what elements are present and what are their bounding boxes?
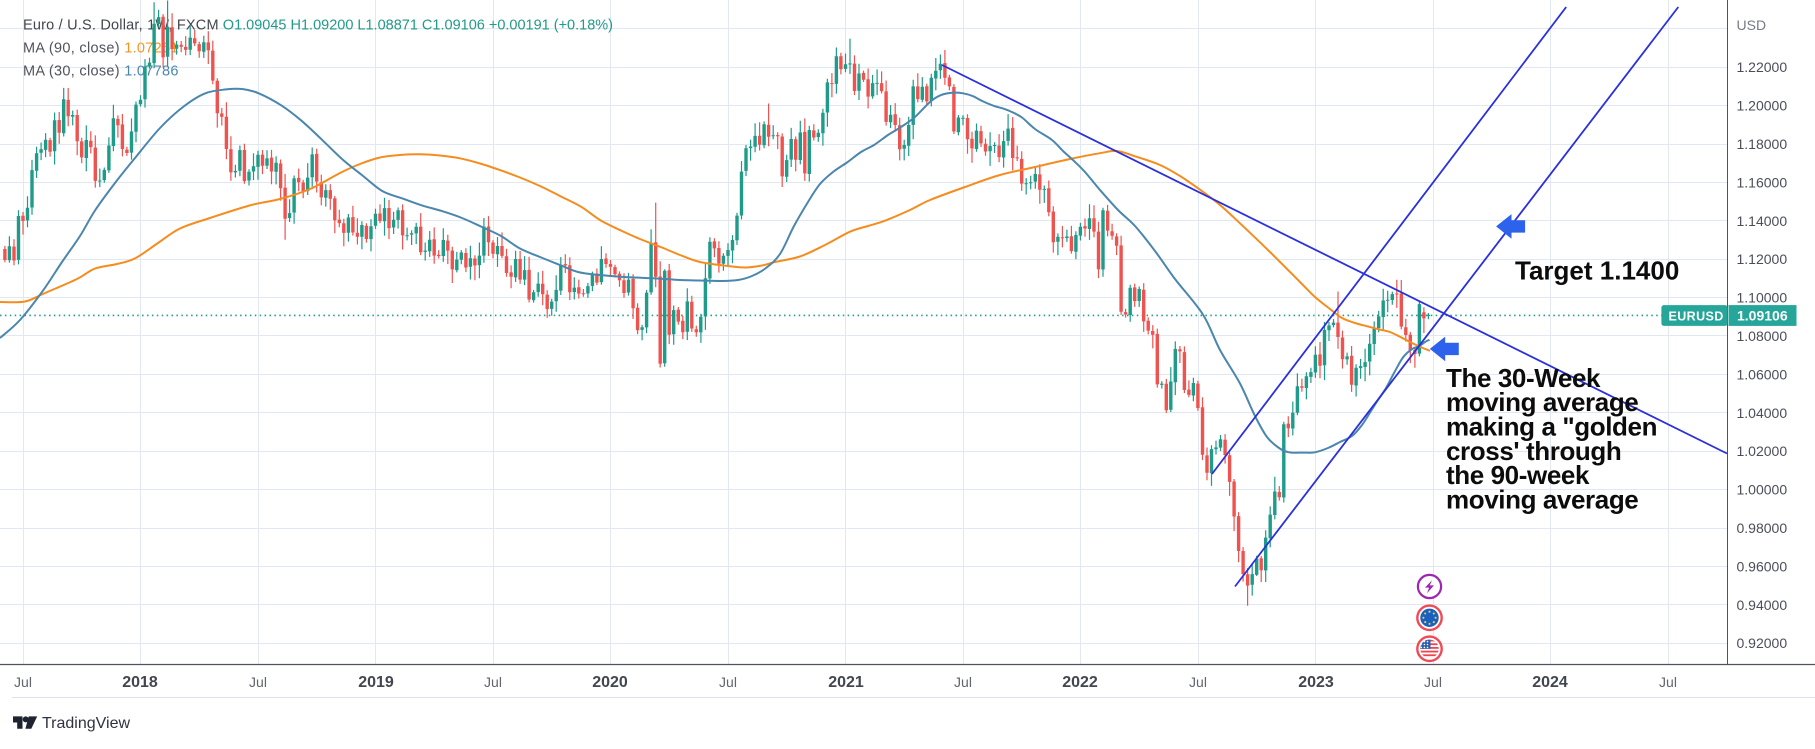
svg-text:1.10000: 1.10000: [1737, 290, 1788, 306]
svg-text:1.16000: 1.16000: [1737, 174, 1788, 190]
svg-text:2019: 2019: [358, 674, 394, 691]
svg-text:1.02000: 1.02000: [1737, 443, 1788, 459]
svg-text:TradingView: TradingView: [42, 715, 130, 732]
svg-text:1.00000: 1.00000: [1737, 482, 1788, 498]
svg-text:Jul: Jul: [1189, 674, 1207, 690]
svg-text:1.22000: 1.22000: [1737, 59, 1788, 75]
svg-text:1.04000: 1.04000: [1737, 405, 1788, 421]
svg-text:1.14000: 1.14000: [1737, 213, 1788, 229]
svg-text:0.96000: 0.96000: [1737, 558, 1788, 574]
svg-text:MA (30, close) 1.07786: MA (30, close) 1.07786: [23, 64, 179, 80]
svg-text:cross' through: cross' through: [1446, 436, 1621, 466]
svg-text:the 90-week: the 90-week: [1446, 460, 1590, 490]
svg-text:Jul: Jul: [249, 674, 267, 690]
svg-text:2023: 2023: [1298, 674, 1334, 691]
svg-text:0.94000: 0.94000: [1737, 597, 1788, 613]
svg-text:The 30-Week: The 30-Week: [1446, 363, 1601, 393]
svg-text:1.18000: 1.18000: [1737, 136, 1788, 152]
svg-text:MA (90, close) 1.07261: MA (90, close) 1.07261: [23, 41, 179, 57]
svg-text:1.12000: 1.12000: [1737, 251, 1788, 267]
svg-text:2024: 2024: [1532, 674, 1568, 691]
svg-text:Jul: Jul: [484, 674, 502, 690]
svg-text:1.06000: 1.06000: [1737, 366, 1788, 382]
svg-text:Jul: Jul: [1659, 674, 1677, 690]
svg-text:2022: 2022: [1062, 674, 1098, 691]
svg-text:Jul: Jul: [14, 674, 32, 690]
svg-text:0.98000: 0.98000: [1737, 520, 1788, 536]
svg-text:1.08000: 1.08000: [1737, 328, 1788, 344]
svg-text:moving average: moving average: [1446, 387, 1638, 417]
svg-text:Jul: Jul: [1424, 674, 1442, 690]
svg-text:Jul: Jul: [719, 674, 737, 690]
svg-text:EURUSD: EURUSD: [1669, 309, 1724, 323]
svg-text:Jul: Jul: [954, 674, 972, 690]
svg-text:1.20000: 1.20000: [1737, 98, 1788, 114]
svg-text:USD: USD: [1737, 17, 1767, 33]
svg-text:Euro / U.S. Dollar, 1W, FXCM: Euro / U.S. Dollar, 1W, FXCM O1.09045 H1…: [23, 18, 613, 34]
svg-text:2021: 2021: [828, 674, 864, 691]
svg-text:2018: 2018: [122, 674, 158, 691]
svg-text:0.92000: 0.92000: [1737, 635, 1788, 651]
svg-text:making a "golden: making a "golden: [1446, 412, 1657, 442]
svg-text:1.09106: 1.09106: [1737, 308, 1788, 324]
svg-text:Target 1.1400: Target 1.1400: [1515, 256, 1679, 286]
svg-text:2020: 2020: [592, 674, 628, 691]
svg-text:moving average: moving average: [1446, 485, 1638, 515]
